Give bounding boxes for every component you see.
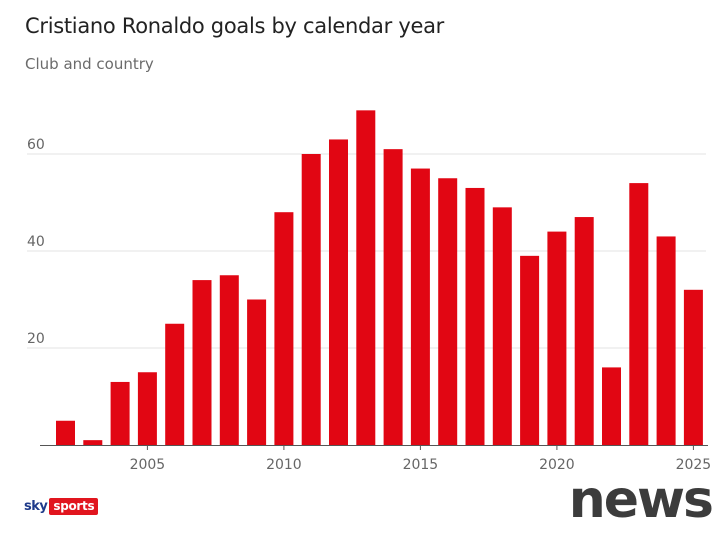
bar — [438, 178, 458, 445]
bar — [574, 217, 594, 445]
bar — [520, 255, 540, 445]
bar — [137, 372, 157, 445]
bar — [219, 275, 239, 445]
bar — [165, 323, 185, 445]
sports-logo-badge: sports — [49, 497, 99, 515]
bar — [274, 212, 294, 445]
x-tick-label: 2010 — [266, 457, 302, 473]
bar — [56, 420, 75, 445]
y-tick-label: 60 — [27, 137, 45, 153]
bar — [110, 381, 130, 445]
bar — [410, 168, 430, 446]
y-axis-ticks: 20 40 60 — [27, 137, 45, 347]
chart-subtitle: Club and country — [25, 55, 154, 73]
chart-title: Cristiano Ronaldo goals by calendar year — [25, 14, 444, 38]
bar — [83, 440, 103, 445]
x-tick-label: 2025 — [676, 457, 712, 473]
y-tick-label: 40 — [27, 234, 45, 250]
bar — [383, 149, 403, 445]
news-watermark: news — [568, 470, 714, 530]
sky-sports-logo: sky sports — [24, 497, 99, 515]
bar — [329, 139, 348, 445]
x-tick-label: 2020 — [539, 457, 575, 473]
bar — [465, 187, 485, 445]
x-axis-ticks: 2005 2010 2015 2020 2025 — [130, 445, 712, 473]
bar — [492, 207, 512, 445]
bar — [301, 154, 321, 445]
bar — [683, 289, 703, 445]
bar — [356, 110, 376, 445]
bar — [629, 183, 649, 445]
x-tick-label: 2015 — [403, 457, 439, 473]
x-tick-label: 2005 — [130, 457, 166, 473]
sky-logo-text: sky — [24, 498, 48, 514]
bar — [247, 299, 267, 445]
bar — [656, 236, 676, 445]
bars — [56, 110, 703, 446]
y-tick-label: 20 — [27, 331, 45, 347]
bar — [547, 231, 567, 445]
bar — [602, 367, 621, 445]
bar — [192, 280, 212, 445]
